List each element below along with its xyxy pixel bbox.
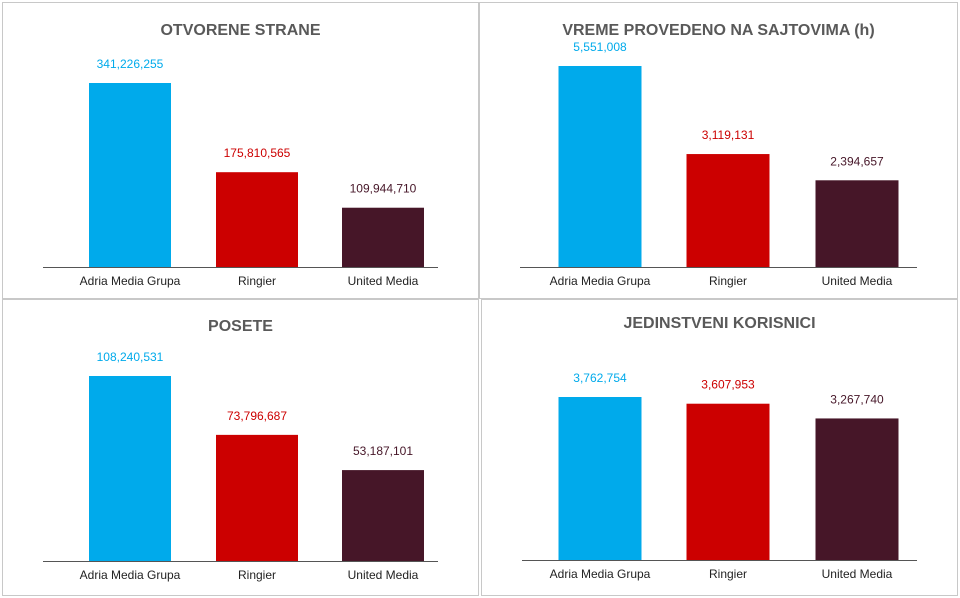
bar-united-media xyxy=(342,207,424,267)
chart-panel-otvorene-strane: OTVORENE STRANE 341,226,255 Adria Media Gr… xyxy=(2,2,479,299)
chart-svg: VREME PROVEDENO NA SAJTOVIMA (h)5,551,00… xyxy=(520,22,917,288)
data-label-adria-media-grupa: 341,226,255 xyxy=(97,57,164,71)
data-label-adria-media-grupa: 108,240,531 xyxy=(97,350,164,364)
x-tick-label-united-media: United Media xyxy=(822,567,893,581)
bar-ringier xyxy=(216,434,298,561)
x-tick-label-adria-media-grupa: Adria Media Grupa xyxy=(550,274,651,288)
x-tick-label-united-media: United Media xyxy=(348,274,419,288)
x-tick-label-united-media: United Media xyxy=(348,568,419,582)
chart-svg: OTVORENE STRANE 341,226,255 Adria Media Gr… xyxy=(43,22,438,288)
data-label-united-media: 53,187,101 xyxy=(353,444,413,458)
data-label-united-media: 109,944,710 xyxy=(350,182,417,196)
x-tick-label-ringier: Ringier xyxy=(238,274,276,288)
data-label-ringier: 3,119,131 xyxy=(702,128,755,142)
bar-united-media xyxy=(342,470,424,561)
data-label-adria-media-grupa: 5,551,008 xyxy=(573,40,627,54)
chart-panel-posete: POSETE 108,240,531 Adria Media Grupa 73,796… xyxy=(2,299,479,596)
x-tick-label-ringier: Ringier xyxy=(709,567,747,581)
data-label-ringier: 175,810,565 xyxy=(224,146,291,160)
bar-ringier xyxy=(686,154,770,267)
x-tick-label-ringier: Ringier xyxy=(238,568,276,582)
x-tick-label-united-media: United Media xyxy=(822,274,893,288)
bar-united-media xyxy=(815,418,899,560)
chart-title: OTVORENE STRANE xyxy=(160,22,320,39)
bar-ringier xyxy=(216,172,298,267)
data-label-united-media: 3,267,740 xyxy=(830,392,884,406)
bar-adria-media-grupa xyxy=(558,66,642,267)
chart-panel-vreme-provedeno: VREME PROVEDENO NA SAJTOVIMA (h) 5,551,00… xyxy=(479,2,958,299)
chart-title: POSETE xyxy=(208,318,273,335)
chart-svg: POSETE 108,240,531 Adria Media Grupa 73,796… xyxy=(43,318,438,582)
chart-title: VREME PROVEDENO NA SAJTOVIMA (h) xyxy=(562,22,874,39)
x-tick-label-adria-media-grupa: Adria Media Grupa xyxy=(80,568,181,582)
data-label-ringier: 3,607,953 xyxy=(701,378,755,392)
x-tick-label-adria-media-grupa: Adria Media Grupa xyxy=(80,274,181,288)
chart-title: JEDINSTVENI KORISNICI xyxy=(623,315,815,332)
bar-adria-media-grupa xyxy=(89,83,171,267)
chart-svg: JEDINSTVENI KORISNICI 3,762,754 Adria Medi… xyxy=(522,315,917,581)
x-tick-label-ringier: Ringier xyxy=(709,274,747,288)
bar-adria-media-grupa xyxy=(558,397,642,560)
bar-adria-media-grupa xyxy=(89,376,171,561)
data-label-adria-media-grupa: 3,762,754 xyxy=(573,371,627,385)
bar-united-media xyxy=(815,180,899,267)
data-label-united-media: 2,394,657 xyxy=(830,154,884,168)
x-tick-label-adria-media-grupa: Adria Media Grupa xyxy=(550,567,651,581)
chart-panel-jedinstveni-korisnici: JEDINSTVENI KORISNICI 3,762,754 Adria Medi… xyxy=(481,299,958,596)
bar-ringier xyxy=(686,403,770,560)
data-label-ringier: 73,796,687 xyxy=(227,409,287,423)
